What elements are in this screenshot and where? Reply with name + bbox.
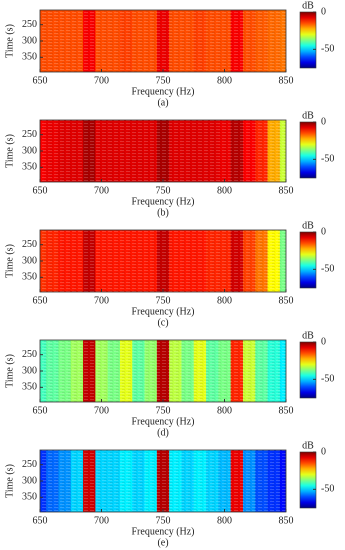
- y-tick-label: 350: [22, 382, 37, 393]
- colorbar-tick-label: 0: [321, 226, 326, 237]
- x-tick-label: 750: [156, 515, 171, 526]
- y-axis-label: Time (s): [4, 354, 15, 388]
- colorbar-label: dB: [302, 110, 314, 121]
- y-tick-label: 300: [22, 145, 37, 156]
- colorbar-tick-label: 0: [321, 6, 326, 17]
- texture: [40, 120, 286, 182]
- x-axis-label: Frequency (Hz): [131, 306, 194, 317]
- x-tick-label: 750: [156, 405, 171, 416]
- heatmap-image: [40, 120, 286, 182]
- colorbar-tick-label: 0: [321, 336, 326, 347]
- x-tick-label: 700: [94, 185, 109, 196]
- heatmap-image: [40, 340, 286, 402]
- colorbar-tick-label: 0: [321, 116, 326, 127]
- x-tick-label: 850: [279, 75, 294, 86]
- y-tick-label: 350: [22, 162, 37, 173]
- colorbar-label: dB: [302, 0, 314, 11]
- y-tick-label: 250: [22, 19, 37, 30]
- x-axis-label: Frequency (Hz): [131, 86, 194, 97]
- heatmap-image: [40, 230, 286, 292]
- x-tick-label: 850: [279, 405, 294, 416]
- x-tick-label: 700: [94, 295, 109, 306]
- x-tick-label: 850: [279, 515, 294, 526]
- caption: (d): [157, 427, 169, 438]
- colorbar-tick-label: 0: [321, 446, 326, 457]
- x-tick-label: 800: [217, 295, 232, 306]
- x-tick-label: 800: [217, 185, 232, 196]
- x-tick-label: 800: [217, 515, 232, 526]
- colorbar-label: dB: [302, 440, 314, 451]
- y-tick-label: 350: [22, 492, 37, 503]
- texture: [40, 450, 286, 512]
- y-axis-label: Time (s): [4, 464, 15, 498]
- x-tick-label: 650: [33, 75, 48, 86]
- panel: 650 700 750 800 850 250 300 350 Frequency (Hz) Ti…: [4, 0, 334, 108]
- y-tick-label: 300: [22, 255, 37, 266]
- panel: 650 700 750 800 850 250 300 350 Frequency (Hz) Ti…: [4, 220, 334, 328]
- y-tick-label: 300: [22, 35, 37, 46]
- x-tick-label: 700: [94, 75, 109, 86]
- x-tick-label: 700: [94, 405, 109, 416]
- y-axis-label: Time (s): [4, 134, 15, 168]
- x-axis-label: Frequency (Hz): [131, 196, 194, 207]
- y-tick-label: 250: [22, 459, 37, 470]
- texture: [40, 230, 286, 292]
- colorbar-tick-label: -50: [321, 484, 334, 495]
- colorbar-tick-label: -50: [321, 264, 334, 275]
- x-tick-label: 750: [156, 185, 171, 196]
- x-tick-label: 800: [217, 75, 232, 86]
- x-axis-label: Frequency (Hz): [131, 416, 194, 427]
- colorbar: [299, 121, 317, 179]
- caption: (c): [157, 317, 168, 328]
- x-tick-label: 800: [217, 405, 232, 416]
- caption: (e): [157, 537, 168, 548]
- x-tick-label: 650: [33, 515, 48, 526]
- x-tick-label: 850: [279, 185, 294, 196]
- x-tick-label: 850: [279, 295, 294, 306]
- colorbar: [299, 451, 317, 509]
- x-tick-label: 650: [33, 185, 48, 196]
- x-tick-label: 700: [94, 515, 109, 526]
- y-tick-label: 250: [22, 129, 37, 140]
- caption: (a): [157, 97, 168, 108]
- x-axis-label: Frequency (Hz): [131, 526, 194, 537]
- colorbar: [299, 341, 317, 399]
- y-tick-label: 350: [22, 52, 37, 63]
- caption: (b): [157, 207, 169, 218]
- x-tick-label: 650: [33, 295, 48, 306]
- y-tick-label: 250: [22, 239, 37, 250]
- colorbar: [299, 11, 317, 69]
- panel: 650 700 750 800 850 250 300 350 Frequency (Hz) Ti…: [4, 110, 334, 218]
- y-tick-label: 300: [22, 475, 37, 486]
- x-tick-label: 750: [156, 75, 171, 86]
- texture: [40, 340, 286, 402]
- x-tick-label: 750: [156, 295, 171, 306]
- y-tick-label: 350: [22, 272, 37, 283]
- panel: 650 700 750 800 850 250 300 350 Frequency (Hz) Ti…: [4, 330, 334, 438]
- colorbar: [299, 231, 317, 289]
- heatmap-image: [40, 10, 286, 72]
- colorbar-label: dB: [302, 220, 314, 231]
- colorbar-tick-label: -50: [321, 44, 334, 55]
- heatmap-image: [40, 450, 286, 512]
- y-axis-label: Time (s): [4, 244, 15, 278]
- colorbar-label: dB: [302, 330, 314, 341]
- x-tick-label: 650: [33, 405, 48, 416]
- colorbar-tick-label: -50: [321, 154, 334, 165]
- y-axis-label: Time (s): [4, 24, 15, 58]
- texture: [40, 10, 286, 72]
- y-tick-label: 300: [22, 365, 37, 376]
- y-tick-label: 250: [22, 349, 37, 360]
- colorbar-tick-label: -50: [321, 374, 334, 385]
- panel: 650 700 750 800 850 250 300 350 Frequency (Hz) Ti…: [4, 440, 334, 548]
